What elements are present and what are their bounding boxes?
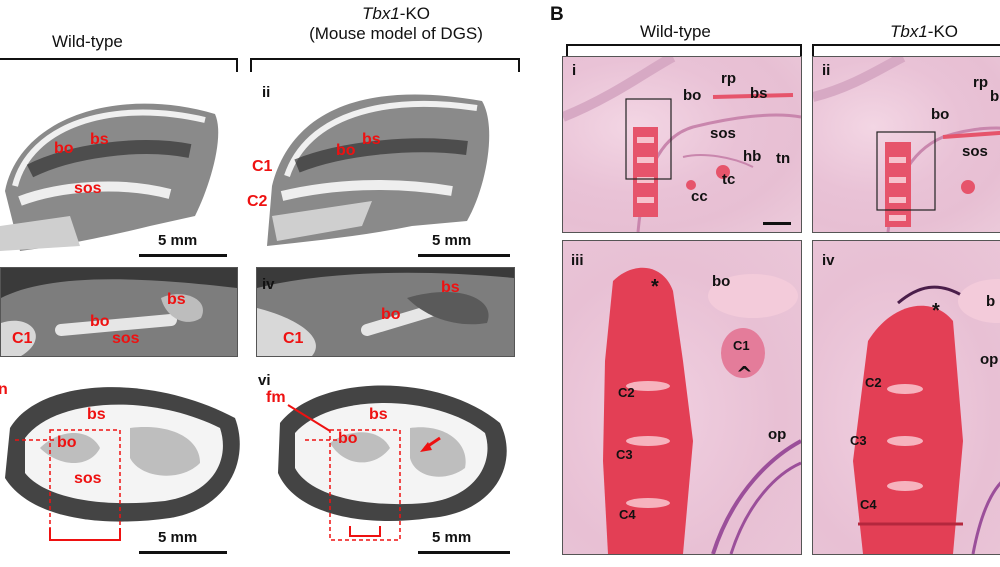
label-ko-mid-bo: bo — [381, 306, 401, 323]
label-iii-bo: bo — [712, 273, 731, 290]
label-ko-bot-bs: bs — [369, 406, 388, 423]
label-wt-bot-bs: bs — [87, 406, 106, 423]
label-wt-mid-bo: bo — [90, 313, 110, 330]
label-i-cc: cc — [691, 188, 708, 205]
label-ii-b: b — [990, 88, 1000, 105]
histology-art-wt-bottom — [603, 267, 801, 554]
zoom-box-wt — [0, 267, 238, 357]
right-bracket-wildtype — [566, 44, 802, 58]
histology-art-ko-bottom — [853, 279, 1000, 554]
histology-art-wt-top — [563, 57, 801, 232]
panel-label-ko-iv: iv — [262, 276, 275, 293]
panel-label-ii: ii — [822, 62, 831, 79]
label-iii-c3: C3 — [616, 447, 633, 462]
skull-render-wt-ventral — [5, 387, 240, 522]
label-ko-top-c1: C1 — [252, 158, 273, 175]
label-i-bs: bs — [750, 85, 768, 102]
label-iv-b: b — [986, 293, 996, 310]
right-bracket-ko — [812, 44, 1000, 58]
label-iii-op: op — [768, 426, 787, 443]
label-iii-c2: C2 — [618, 385, 635, 400]
label-iv-c4: C4 — [860, 497, 877, 512]
arrowhead-c1: ^ — [736, 362, 753, 386]
panel-b-letter: B — [550, 4, 564, 25]
label-ko-mid-bs: bs — [441, 279, 460, 296]
panel-label-ko-vi: vi — [258, 372, 271, 389]
label-wt-bot-n: n — [0, 381, 8, 398]
zoom-render-ko — [257, 268, 514, 356]
left-header-ko: Tbx1-KO (Mouse model of DGS) — [309, 4, 483, 43]
scalebar-ko-top — [418, 254, 510, 257]
annotation-overlay-bottom — [15, 404, 441, 541]
scale-text-ko-top: 5 mm — [432, 232, 472, 249]
zoom-box-ko — [256, 267, 515, 357]
label-ko-top-c2: C2 — [247, 193, 268, 210]
label-ii-rp: rp — [973, 74, 988, 91]
skull-render-wt-lateral — [0, 103, 219, 252]
label-iv-c2: C2 — [865, 375, 882, 390]
label-wt-mid-sos: sos — [112, 330, 140, 347]
label-ko-mid-c1: C1 — [283, 330, 304, 347]
label-ko-bot-bo: bo — [338, 430, 358, 447]
skull-render-ko-lateral — [267, 94, 490, 246]
label-wt-top-bo: bo — [54, 140, 74, 157]
histology-panel-wt-bottom — [562, 240, 802, 555]
panel-label-ko-ii: ii — [262, 84, 271, 101]
label-wt-top-sos: sos — [74, 180, 102, 197]
label-iv-asterisk: * — [932, 300, 940, 322]
label-wt-bot-sos: sos — [74, 470, 102, 487]
left-header-wildtype: Wild-type — [52, 32, 123, 51]
histology-panel-wt-top — [562, 56, 802, 233]
right-header-wildtype: Wild-type — [640, 22, 711, 41]
panel-label-i: i — [572, 62, 577, 79]
scale-text-wt-top: 5 mm — [158, 232, 198, 249]
label-iii-asterisk: * — [651, 276, 659, 298]
label-ii-bo: bo — [931, 106, 950, 123]
scalebar-ko-bot — [418, 551, 510, 554]
skull-render-ko-ventral — [278, 385, 507, 521]
label-iv-c3: C3 — [850, 433, 867, 448]
label-i-rp: rp — [721, 70, 736, 87]
label-ko-top-bs: bs — [362, 131, 381, 148]
label-i-tn: tn — [776, 150, 791, 167]
histology-panel-ko-bottom — [812, 240, 1000, 555]
scale-text-wt-bot: 5 mm — [158, 529, 198, 546]
scale-text-ko-bot: 5 mm — [432, 529, 472, 546]
panel-label-iii: iii — [571, 252, 584, 269]
left-bracket-ko — [250, 58, 520, 72]
label-wt-mid-c1: C1 — [12, 330, 33, 347]
histology-panel-ko-top — [812, 56, 1000, 233]
panel-label-iv: iv — [822, 252, 835, 269]
scalebar-wt-bot — [139, 551, 227, 554]
label-iii-c4: C4 — [619, 507, 636, 522]
label-i-tc: tc — [722, 171, 736, 188]
label-i-bo: bo — [683, 87, 702, 104]
scalebar-histology-top — [763, 222, 791, 225]
label-wt-mid-bs: bs — [167, 291, 186, 308]
right-header-ko: Tbx1-KO — [890, 22, 959, 41]
label-ko-bot-fm: fm — [266, 389, 286, 406]
label-i-sos: sos — [710, 125, 736, 142]
label-wt-top-bs: bs — [90, 131, 109, 148]
label-wt-bot-bo: bo — [57, 434, 77, 451]
label-ii-sos: sos — [962, 143, 988, 160]
label-i-hb: hb — [743, 148, 762, 165]
histology-art-ko-top — [813, 57, 1000, 232]
label-ko-top-bo: bo — [336, 142, 356, 159]
zoom-render-wt — [1, 268, 237, 356]
scalebar-wt-top — [139, 254, 227, 257]
label-iv-op: op — [980, 351, 999, 368]
label-iii-c1: C1 — [733, 338, 750, 353]
left-bracket-wildtype — [0, 58, 238, 72]
